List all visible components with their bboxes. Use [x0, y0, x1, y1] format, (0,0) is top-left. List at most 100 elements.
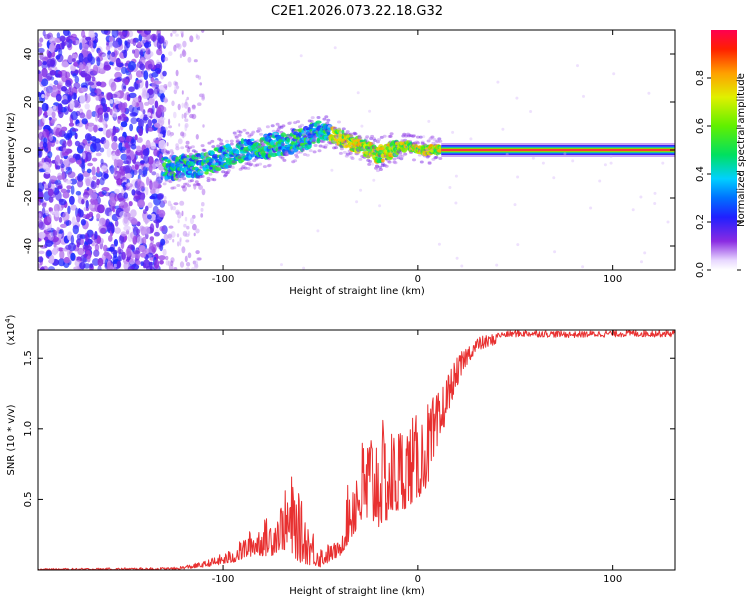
spectrogram-cell: [415, 141, 420, 145]
spectrogram-cell: [167, 233, 173, 241]
spectrogram-cell: [189, 35, 194, 43]
spectrogram-cell: [250, 138, 255, 142]
spectrogram-cell: [146, 176, 150, 186]
spectrogram-cell: [103, 251, 110, 257]
spectrogram-cell: [262, 165, 267, 169]
spectrogram-cell: [115, 159, 124, 167]
spectrogram-cell: [130, 143, 137, 150]
spectrogram-cell: [108, 235, 113, 242]
spectrogram-cell: [434, 155, 439, 159]
spectrogram-cell: [49, 254, 55, 264]
spectrogram-cell: [312, 150, 317, 154]
spectrogram-cell: [126, 145, 131, 154]
spectrogram-cell: [77, 179, 84, 188]
spectrogram-cell: [88, 39, 94, 49]
spectrogram-cell: [156, 107, 162, 115]
spectrogram-cell: [149, 242, 154, 250]
spectrogram-cell: [193, 150, 198, 154]
spectrogram-cell: [101, 190, 107, 196]
spectrogram-cell: [553, 250, 557, 254]
spectrogram-cell: [181, 102, 184, 109]
spectrogram-cell: [107, 128, 114, 135]
spectrogram-cell: [168, 225, 174, 229]
spectrogram-cell: [47, 151, 53, 159]
spectrogram-cell: [177, 219, 180, 224]
spectrogram-cell: [501, 127, 505, 131]
spectrogram-cell: [609, 154, 613, 158]
spectrogram-cell: [120, 201, 125, 206]
spectrogram-cell: [62, 150, 66, 157]
spectrogram-cell: [38, 42, 43, 48]
spectrogram-cell: [103, 64, 111, 71]
y-tick-label: 20: [23, 96, 34, 109]
spectrogram-cell: [147, 156, 154, 165]
spectrogram-cell: [87, 81, 95, 86]
spectrogram-cell: [153, 160, 162, 164]
spectrogram-cell: [96, 235, 101, 244]
spectrogram-cell: [67, 171, 76, 179]
spectrogram-cell: [138, 128, 144, 136]
spectrogram-cell: [176, 241, 180, 247]
spectrogram-cell: [71, 128, 79, 132]
spectrogram-cell: [132, 97, 140, 103]
spectrogram-cell: [142, 166, 148, 175]
spectrogram-cell: [76, 160, 82, 165]
spectrogram-cell: [242, 128, 247, 132]
spectrogram-cell: [49, 70, 57, 76]
spectrogram-cell: [239, 143, 244, 147]
spectrogram-cell: [82, 152, 86, 160]
spectrogram-cell: [184, 124, 188, 132]
spectrogram-cell: [41, 94, 45, 99]
spectrogram-cell: [185, 140, 190, 145]
spectrogram-cell: [437, 242, 441, 246]
spectrogram-cell: [153, 122, 161, 128]
spectrogram-cell: [200, 213, 204, 218]
spectrogram-cell: [311, 138, 316, 142]
spectrogram-cell: [164, 179, 169, 183]
spectrogram-cell: [427, 119, 431, 123]
spectrogram-cell: [96, 166, 100, 174]
spectrogram-cell: [97, 50, 103, 57]
spectrogram-cell: [661, 161, 665, 165]
spectrogram-cell: [44, 147, 49, 152]
spectrogram-cell: [114, 193, 119, 202]
spectrogram-cell: [165, 260, 169, 266]
spectrogram-cell: [138, 168, 143, 176]
spectrogram-cell: [139, 104, 144, 112]
spectrogram-cell: [157, 33, 161, 42]
spectrogram-cell: [162, 70, 167, 77]
spectrogram-cell: [62, 147, 67, 152]
spectrogram-cell: [43, 183, 49, 189]
spectrogram-cell: [44, 110, 48, 117]
spectrogram-cell: [42, 115, 46, 123]
spectrogram-cell: [191, 267, 196, 270]
spectrogram-cell: [70, 33, 77, 39]
spectrogram-cell: [176, 211, 180, 215]
spectrogram-cell: [179, 239, 182, 247]
spectrogram-cell: [505, 152, 509, 156]
spectrogram-cell: [160, 106, 167, 113]
spectrogram-cell: [92, 258, 100, 266]
spectrogram-cell: [140, 49, 144, 57]
spectrogram-cell: [147, 112, 152, 117]
colorbar-tick-label: 0.4: [695, 166, 706, 182]
spectrogram-cell: [355, 152, 360, 156]
spectrogram-cell: [64, 71, 71, 79]
spectrogram-cell: [571, 159, 575, 163]
spectrogram-cell: [194, 260, 199, 268]
spectrogram-cell: [368, 160, 373, 163]
spectrogram-cell: [100, 30, 109, 35]
spectrogram-cell: [53, 203, 60, 213]
spectrogram-cell: [293, 159, 298, 163]
spectrogram-cell: [79, 112, 86, 119]
spectrogram-cell: [129, 123, 134, 132]
spectrogram-cell: [49, 43, 55, 53]
spectrogram-cell: [129, 111, 138, 118]
spectrogram-cell: [317, 137, 320, 142]
spectrogram-cell: [195, 134, 199, 140]
spectrogram-cell: [136, 181, 145, 191]
spectrogram-cell: [359, 188, 363, 192]
spectrogram-cell: [187, 252, 192, 259]
spectrogram-cell: [147, 126, 154, 132]
spectrogram-cell: [143, 41, 152, 48]
